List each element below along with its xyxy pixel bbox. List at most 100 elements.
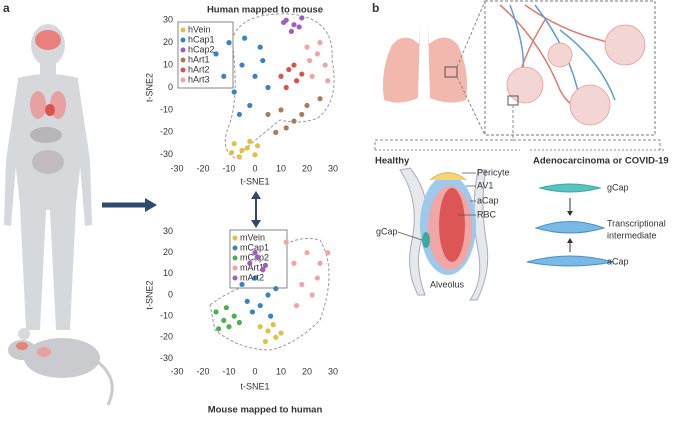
zoom-box xyxy=(444,66,458,78)
x-tick-label: 0 xyxy=(252,366,257,376)
point xyxy=(296,24,302,30)
point xyxy=(252,152,258,158)
y-tick-label: 10 xyxy=(163,268,173,278)
x-tick-label: -20 xyxy=(196,366,209,376)
panel-label: b xyxy=(372,1,379,15)
legend-swatch xyxy=(180,77,186,83)
legend-label: hArt1 xyxy=(188,54,210,64)
y-tick-label: 30 xyxy=(163,15,173,25)
y-tick-label: 30 xyxy=(163,226,173,236)
label: aCap xyxy=(477,195,499,205)
mouse-illustration xyxy=(8,328,114,406)
y-axis-label: t-SNE2 xyxy=(144,280,154,309)
cluster-outline xyxy=(224,13,335,159)
connector xyxy=(374,105,661,150)
point xyxy=(281,19,287,26)
lung xyxy=(428,25,467,103)
point xyxy=(307,57,313,64)
point xyxy=(255,143,261,149)
point xyxy=(278,73,284,79)
point xyxy=(322,62,328,68)
point xyxy=(239,62,245,68)
point xyxy=(283,239,289,245)
label: AV1 xyxy=(477,180,493,190)
point xyxy=(268,313,274,319)
point xyxy=(221,317,227,323)
point xyxy=(317,96,323,102)
point xyxy=(294,302,300,309)
label: gCap xyxy=(376,226,398,236)
point xyxy=(291,62,297,68)
acap-cell xyxy=(526,255,614,267)
y-tick-label: -20 xyxy=(160,332,173,342)
section-title: Adenocarcinoma or COVID-19 xyxy=(533,156,669,167)
lung xyxy=(383,25,420,103)
point xyxy=(314,51,320,57)
point xyxy=(288,28,294,35)
legend-swatch xyxy=(232,255,238,261)
x-axis-label: t-SNE1 xyxy=(240,381,269,391)
lung xyxy=(30,91,46,119)
legend-swatch xyxy=(232,245,238,251)
legend-label: mCap1 xyxy=(240,242,269,252)
point xyxy=(262,338,268,345)
legend-label: hArt3 xyxy=(188,74,210,84)
point xyxy=(216,326,222,332)
chart-title: Mouse mapped to human xyxy=(208,405,323,416)
point xyxy=(325,250,331,256)
point xyxy=(260,267,266,273)
point xyxy=(299,71,305,77)
y-axis-label: t-SNE2 xyxy=(144,73,154,102)
y-tick-label: 20 xyxy=(163,37,173,47)
point xyxy=(273,286,279,292)
x-tick-label: 0 xyxy=(252,163,257,173)
point xyxy=(247,102,253,109)
nucleus xyxy=(422,232,430,248)
point xyxy=(314,275,320,281)
legend-label: hCap2 xyxy=(188,44,215,54)
point xyxy=(262,262,268,268)
legend-swatch xyxy=(180,67,186,73)
point xyxy=(265,292,271,298)
point xyxy=(252,250,258,256)
x-tick-label: 10 xyxy=(276,163,286,173)
legend-label: mVein xyxy=(240,232,265,242)
human-illustration xyxy=(4,24,92,330)
heart xyxy=(45,104,55,116)
pericyte xyxy=(429,172,467,181)
point xyxy=(317,40,323,46)
point xyxy=(278,107,284,113)
x-tick-label: -20 xyxy=(196,163,209,173)
point xyxy=(270,322,276,328)
point xyxy=(231,89,237,95)
x-tick-label: -10 xyxy=(222,366,235,376)
panel-label: a xyxy=(3,1,10,15)
legend-label: mArt1 xyxy=(240,262,264,272)
point xyxy=(304,250,310,256)
point xyxy=(236,111,242,118)
brain xyxy=(35,30,61,50)
x-tick-label: 30 xyxy=(328,163,338,173)
point xyxy=(226,324,232,330)
zoom-frame xyxy=(484,0,656,136)
y-tick-label: 10 xyxy=(163,59,173,69)
legend-label: mArt2 xyxy=(240,272,264,282)
point xyxy=(257,324,263,330)
point xyxy=(291,22,297,28)
label: Pericyte xyxy=(477,167,510,177)
legend-label: hVein xyxy=(188,24,211,34)
point xyxy=(249,309,255,315)
legend-swatch xyxy=(180,57,186,63)
point xyxy=(294,78,300,84)
arrow-head xyxy=(145,198,157,212)
point xyxy=(231,140,237,147)
point xyxy=(229,149,235,156)
point xyxy=(226,40,232,46)
point xyxy=(291,118,297,124)
gcap-cell xyxy=(538,183,602,193)
point xyxy=(317,260,323,266)
point xyxy=(221,73,227,79)
point xyxy=(257,44,263,50)
label: Alveolus xyxy=(430,279,465,289)
